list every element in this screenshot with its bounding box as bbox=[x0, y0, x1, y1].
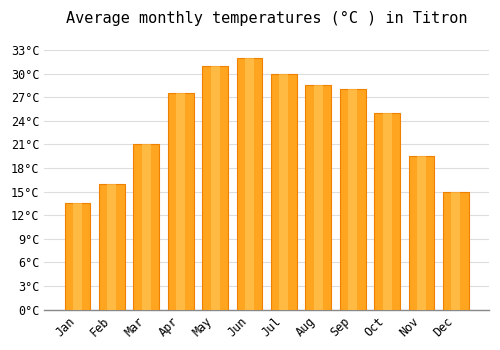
Bar bbox=[236, 58, 262, 310]
Bar bbox=[168, 93, 194, 310]
Bar bbox=[202, 66, 228, 310]
Bar bbox=[142, 145, 151, 310]
Bar bbox=[99, 184, 125, 310]
Title: Average monthly temperatures (°C ) in Titron: Average monthly temperatures (°C ) in Ti… bbox=[66, 11, 468, 26]
Bar bbox=[134, 145, 159, 310]
Bar bbox=[306, 85, 331, 310]
Bar bbox=[348, 89, 357, 310]
Bar bbox=[340, 89, 365, 310]
Bar bbox=[108, 184, 116, 310]
Bar bbox=[64, 203, 90, 310]
Bar bbox=[271, 74, 297, 310]
Bar bbox=[417, 156, 426, 310]
Bar bbox=[176, 93, 185, 310]
Bar bbox=[314, 85, 323, 310]
Bar bbox=[452, 192, 460, 310]
Bar bbox=[73, 203, 82, 310]
Bar bbox=[280, 74, 288, 310]
Bar bbox=[374, 113, 400, 310]
Bar bbox=[408, 156, 434, 310]
Bar bbox=[382, 113, 392, 310]
Bar bbox=[443, 192, 468, 310]
Bar bbox=[245, 58, 254, 310]
Bar bbox=[210, 66, 220, 310]
